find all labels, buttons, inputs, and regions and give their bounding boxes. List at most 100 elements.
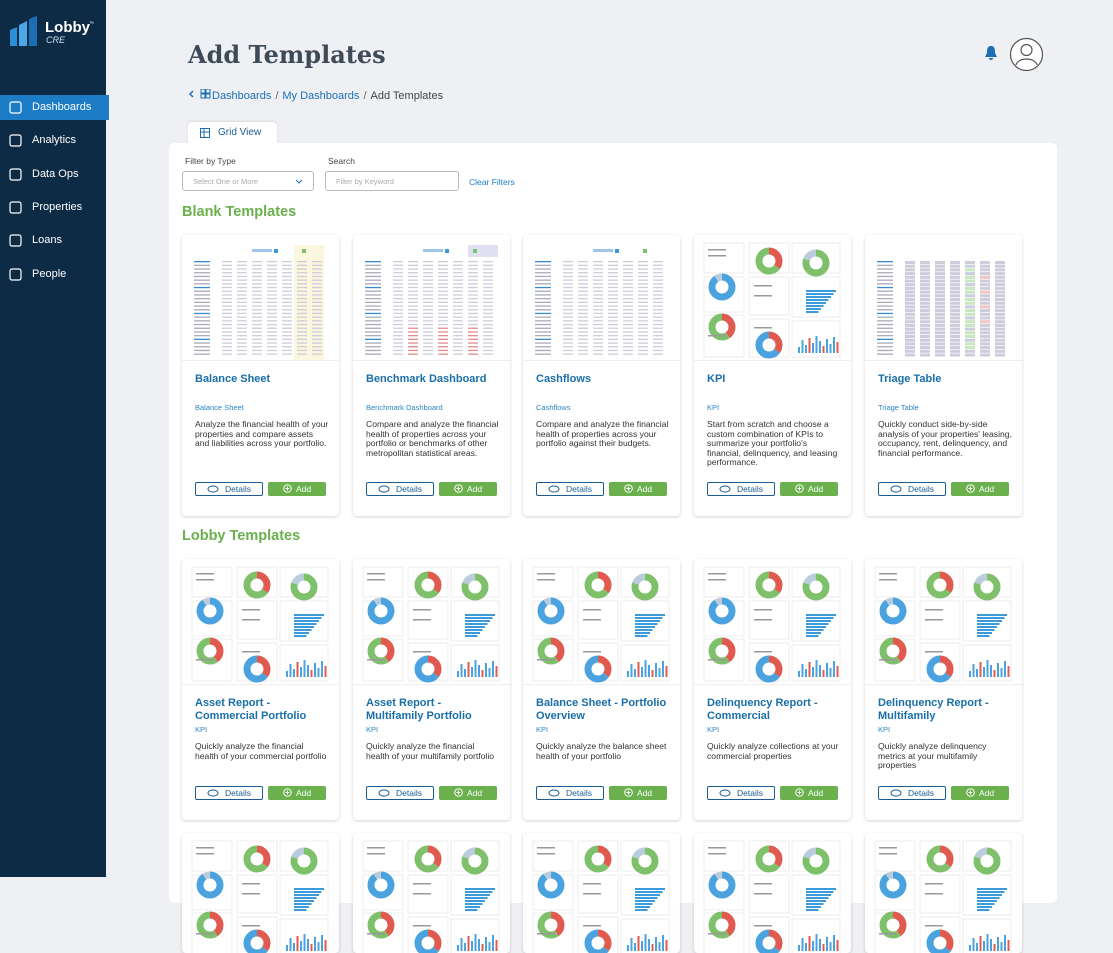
thumb-shape xyxy=(393,316,403,318)
nav-item[interactable]: Data Ops xyxy=(0,162,106,187)
thumb-shape xyxy=(995,283,1005,287)
nav-item[interactable]: Properties xyxy=(0,195,106,220)
thumb-shape xyxy=(282,320,292,322)
add-button[interactable]: Add xyxy=(780,786,838,800)
search-input[interactable]: Filter by Keyword xyxy=(325,171,459,191)
add-button[interactable]: Add xyxy=(951,482,1009,496)
thumb-shape xyxy=(194,342,210,344)
back-chevron[interactable] xyxy=(188,89,200,99)
thumb-shape xyxy=(905,290,915,294)
details-label: Details xyxy=(566,788,592,798)
thumb-shape xyxy=(623,335,633,337)
icon-shape xyxy=(9,168,22,181)
details-button[interactable]: Details xyxy=(878,482,946,496)
breadcrumb-item[interactable]: My Dashboards xyxy=(282,90,360,102)
details-button[interactable]: Details xyxy=(366,786,434,800)
details-button[interactable]: Details xyxy=(366,482,434,496)
thumb-shape xyxy=(362,840,404,872)
thumb-shape xyxy=(453,320,463,322)
card-tag[interactable]: Cashflows xyxy=(536,403,571,412)
card-tag[interactable]: Balance Sheet xyxy=(195,403,244,412)
details-button[interactable]: Details xyxy=(707,482,775,496)
card-tag[interactable]: KPI xyxy=(366,725,379,734)
thumb-shape xyxy=(393,353,403,355)
thumb-shape xyxy=(638,261,648,263)
thumb-shape xyxy=(806,290,836,292)
breadcrumb-item[interactable]: Dashboards xyxy=(212,90,272,102)
thumb-donut xyxy=(926,655,954,683)
nav-item[interactable]: Analytics xyxy=(0,128,106,153)
nav-item[interactable]: Loans xyxy=(0,228,106,253)
thumbnail xyxy=(694,242,851,361)
clear-filters[interactable]: Clear Filters xyxy=(469,177,515,187)
thumb-shape xyxy=(312,286,322,289)
thumb-shape xyxy=(962,566,1012,598)
thumb-shape xyxy=(583,619,601,621)
thumb-shape xyxy=(920,309,930,313)
thumb-shape xyxy=(483,301,493,303)
thumb-shape xyxy=(608,320,618,322)
thumb-shape xyxy=(965,268,975,272)
thumb-shape xyxy=(634,943,636,951)
thumb-shape xyxy=(471,941,473,951)
thumb-shape xyxy=(703,566,745,598)
add-button[interactable]: Add xyxy=(268,786,326,800)
thumb-shape xyxy=(578,290,588,292)
thumb-shape xyxy=(630,664,633,677)
add-button[interactable]: Add xyxy=(439,786,497,800)
avatar[interactable] xyxy=(1009,37,1044,72)
card-tag[interactable]: KPI xyxy=(707,403,720,412)
card-tag[interactable]: KPI xyxy=(878,725,891,734)
card-tag[interactable]: KPI xyxy=(195,725,208,734)
add-button[interactable]: Add xyxy=(268,482,326,496)
thumb-shape xyxy=(194,353,210,355)
add-button[interactable]: Add xyxy=(951,786,1009,800)
thumb-shape xyxy=(450,840,500,872)
tab[interactable]: Grid View xyxy=(188,122,277,144)
card-tag[interactable]: KPI xyxy=(707,725,720,734)
thumb-shape xyxy=(423,335,433,337)
thumb-shape xyxy=(267,290,277,292)
thumb-shape xyxy=(822,346,825,353)
thumb-shape xyxy=(935,264,945,268)
add-button[interactable]: Add xyxy=(439,482,497,496)
grid-cell xyxy=(200,88,206,94)
details-button[interactable]: Details xyxy=(536,786,604,800)
thumb-donut xyxy=(973,847,1001,875)
thumb-shape xyxy=(393,264,403,266)
card-tag[interactable]: Benchmark Dashboard xyxy=(366,403,443,412)
details-button[interactable]: Details xyxy=(195,482,263,496)
bell-icon[interactable] xyxy=(984,45,998,61)
thumb-shape xyxy=(563,290,573,292)
thumb-shape xyxy=(578,294,588,296)
thumb-shape xyxy=(806,626,826,628)
thumb-shape xyxy=(950,353,960,357)
thumb-shape xyxy=(222,275,232,278)
thumb-shape xyxy=(965,279,975,283)
thumb-shape xyxy=(252,305,262,307)
add-button[interactable]: Add xyxy=(780,482,838,496)
details-button[interactable]: Details xyxy=(195,786,263,800)
card-tag[interactable]: Triage Table xyxy=(878,403,919,412)
thumb-shape xyxy=(438,290,448,292)
add-button[interactable]: Add xyxy=(609,482,667,496)
nav-item[interactable]: Dashboards xyxy=(0,95,109,120)
thumb-shape xyxy=(194,275,210,278)
details-button[interactable]: Details xyxy=(707,786,775,800)
thumb-shape xyxy=(920,323,930,327)
nav-item[interactable]: People xyxy=(0,262,106,287)
thumb-shape xyxy=(457,945,459,951)
plus-circle xyxy=(966,788,975,797)
thumb-shape xyxy=(365,261,381,263)
type-select[interactable]: Select One or More xyxy=(182,171,314,191)
details-button[interactable]: Details xyxy=(536,482,604,496)
thumb-shape xyxy=(294,623,317,625)
add-button[interactable]: Add xyxy=(609,786,667,800)
thumb-shape xyxy=(468,312,478,315)
thumb-shape xyxy=(483,298,493,300)
thumbnail xyxy=(865,261,1022,361)
details-button[interactable]: Details xyxy=(878,786,946,800)
plus-cross xyxy=(797,486,802,491)
card-tag[interactable]: KPI xyxy=(536,725,549,734)
thumb-shape xyxy=(267,346,277,348)
